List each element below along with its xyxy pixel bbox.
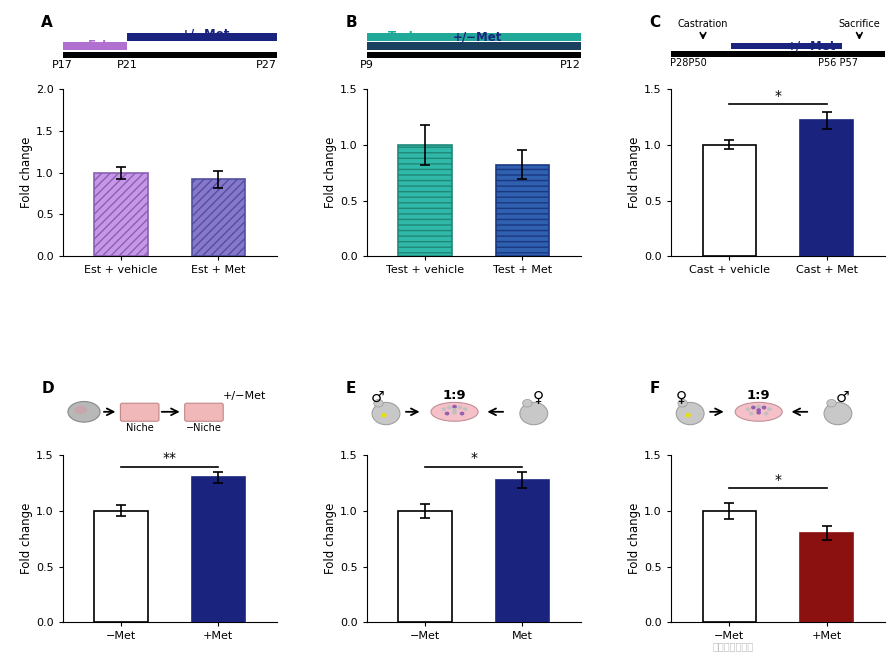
Bar	[703, 145, 756, 256]
Circle shape	[676, 402, 704, 425]
Text: C: C	[649, 15, 661, 30]
Circle shape	[447, 405, 451, 409]
Bar	[399, 511, 451, 622]
Text: 1:9: 1:9	[746, 389, 771, 403]
Bar	[191, 179, 245, 256]
Text: Niche: Niche	[126, 423, 154, 433]
Circle shape	[763, 411, 769, 415]
Circle shape	[463, 407, 468, 411]
Bar	[800, 120, 854, 256]
Bar	[496, 480, 549, 622]
Text: ♀: ♀	[533, 389, 544, 405]
Circle shape	[824, 402, 852, 425]
Circle shape	[767, 407, 772, 411]
Ellipse shape	[735, 402, 782, 421]
Circle shape	[749, 411, 754, 415]
Text: +/−Met: +/−Met	[787, 39, 836, 53]
Y-axis label: Fold change: Fold change	[325, 137, 337, 209]
Circle shape	[444, 411, 450, 415]
Text: *: *	[774, 89, 781, 103]
Circle shape	[762, 405, 766, 409]
Ellipse shape	[68, 401, 100, 422]
Circle shape	[685, 413, 691, 417]
FancyBboxPatch shape	[121, 403, 159, 421]
Y-axis label: Fold change: Fold change	[325, 503, 337, 575]
Circle shape	[452, 411, 457, 415]
Text: P28P50: P28P50	[670, 58, 706, 68]
Text: Sacrifice: Sacrifice	[839, 19, 881, 29]
Y-axis label: Fold change: Fold change	[628, 503, 641, 575]
Circle shape	[381, 413, 386, 417]
Bar	[399, 145, 451, 256]
Text: Est: Est	[89, 39, 109, 52]
Circle shape	[756, 411, 761, 415]
Text: P17: P17	[52, 60, 73, 70]
Y-axis label: Fold change: Fold change	[20, 137, 33, 209]
FancyBboxPatch shape	[185, 403, 224, 421]
Text: ♀: ♀	[676, 389, 687, 405]
Circle shape	[756, 408, 761, 412]
Text: B: B	[345, 15, 357, 30]
Bar	[703, 511, 756, 622]
Text: **: **	[163, 452, 177, 466]
Text: +/−Met: +/−Met	[181, 27, 230, 40]
Circle shape	[751, 405, 755, 409]
Text: P27: P27	[256, 60, 277, 70]
Circle shape	[372, 402, 400, 425]
Y-axis label: Fold change: Fold change	[21, 503, 33, 575]
Text: −Niche: −Niche	[186, 423, 222, 433]
Ellipse shape	[74, 406, 88, 414]
Bar	[496, 165, 549, 256]
Circle shape	[442, 407, 446, 411]
Ellipse shape	[431, 402, 478, 421]
Bar	[191, 478, 245, 622]
Text: P56 P57: P56 P57	[818, 58, 858, 68]
Circle shape	[458, 405, 462, 409]
Text: +/−Met: +/−Met	[223, 391, 266, 401]
Y-axis label: Fold change: Fold change	[628, 137, 641, 209]
Text: P9: P9	[359, 60, 374, 70]
Text: F: F	[649, 381, 660, 396]
Text: E: E	[345, 381, 356, 396]
Text: Castration: Castration	[678, 19, 729, 29]
Text: D: D	[41, 381, 54, 396]
Text: A: A	[41, 15, 53, 30]
Circle shape	[678, 399, 687, 407]
Circle shape	[746, 407, 750, 411]
Text: P21: P21	[116, 60, 138, 70]
Circle shape	[520, 402, 548, 425]
Text: +/−Met: +/−Met	[452, 30, 502, 43]
Text: Test: Test	[388, 30, 416, 43]
Text: ♂: ♂	[371, 389, 384, 405]
Circle shape	[374, 399, 384, 407]
Text: ♂: ♂	[835, 389, 849, 405]
Bar	[94, 511, 148, 622]
Text: *: *	[774, 473, 781, 486]
Circle shape	[756, 405, 761, 409]
Circle shape	[523, 399, 532, 407]
Circle shape	[452, 405, 457, 409]
Text: 1:9: 1:9	[443, 389, 467, 403]
Text: 中国生物技术网: 中国生物技术网	[713, 641, 754, 651]
Circle shape	[827, 399, 836, 407]
Circle shape	[452, 408, 457, 412]
Text: P12: P12	[560, 60, 581, 70]
Text: *: *	[470, 452, 477, 466]
Bar	[94, 173, 148, 256]
Bar	[800, 533, 854, 622]
Circle shape	[460, 411, 464, 415]
